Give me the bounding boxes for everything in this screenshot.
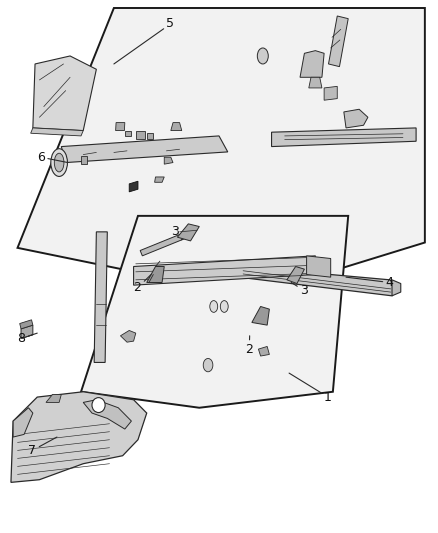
Text: 8: 8 — [18, 332, 37, 345]
Polygon shape — [147, 133, 153, 139]
Polygon shape — [83, 400, 131, 429]
Polygon shape — [239, 266, 399, 296]
Polygon shape — [13, 408, 33, 437]
Ellipse shape — [51, 149, 67, 176]
Text: 5: 5 — [114, 18, 174, 64]
Polygon shape — [20, 320, 33, 329]
Polygon shape — [31, 128, 83, 136]
Ellipse shape — [210, 301, 218, 312]
Polygon shape — [21, 325, 33, 338]
Polygon shape — [324, 86, 337, 100]
Polygon shape — [309, 77, 322, 88]
Polygon shape — [155, 177, 164, 182]
Ellipse shape — [92, 398, 105, 413]
Polygon shape — [61, 136, 228, 163]
Polygon shape — [272, 128, 416, 147]
Polygon shape — [81, 156, 87, 164]
Text: 3: 3 — [171, 225, 182, 240]
Ellipse shape — [220, 301, 228, 312]
Polygon shape — [33, 56, 96, 131]
Text: 2: 2 — [134, 274, 151, 294]
Polygon shape — [120, 330, 136, 342]
Polygon shape — [252, 306, 269, 325]
Polygon shape — [328, 16, 348, 67]
Polygon shape — [392, 280, 401, 296]
Text: 7: 7 — [28, 437, 57, 457]
Polygon shape — [307, 256, 331, 277]
Polygon shape — [18, 8, 425, 296]
Polygon shape — [81, 216, 348, 408]
Polygon shape — [94, 232, 107, 362]
Text: 3: 3 — [291, 282, 308, 297]
Polygon shape — [177, 224, 199, 241]
Text: 1: 1 — [289, 373, 332, 403]
Polygon shape — [140, 232, 188, 256]
Polygon shape — [46, 394, 61, 402]
Ellipse shape — [203, 358, 213, 372]
Polygon shape — [134, 256, 315, 285]
Polygon shape — [344, 109, 368, 128]
Polygon shape — [147, 266, 164, 282]
Polygon shape — [125, 131, 131, 136]
Polygon shape — [287, 266, 304, 284]
Polygon shape — [136, 131, 145, 139]
Text: 4: 4 — [346, 276, 393, 289]
Polygon shape — [171, 123, 182, 131]
Polygon shape — [129, 181, 138, 192]
Ellipse shape — [257, 48, 268, 64]
Polygon shape — [164, 157, 173, 164]
Polygon shape — [11, 392, 147, 482]
Polygon shape — [300, 51, 324, 77]
Polygon shape — [116, 123, 125, 131]
Ellipse shape — [54, 154, 64, 172]
Polygon shape — [258, 346, 269, 356]
Text: 2: 2 — [245, 336, 253, 356]
Text: 6: 6 — [37, 151, 68, 164]
